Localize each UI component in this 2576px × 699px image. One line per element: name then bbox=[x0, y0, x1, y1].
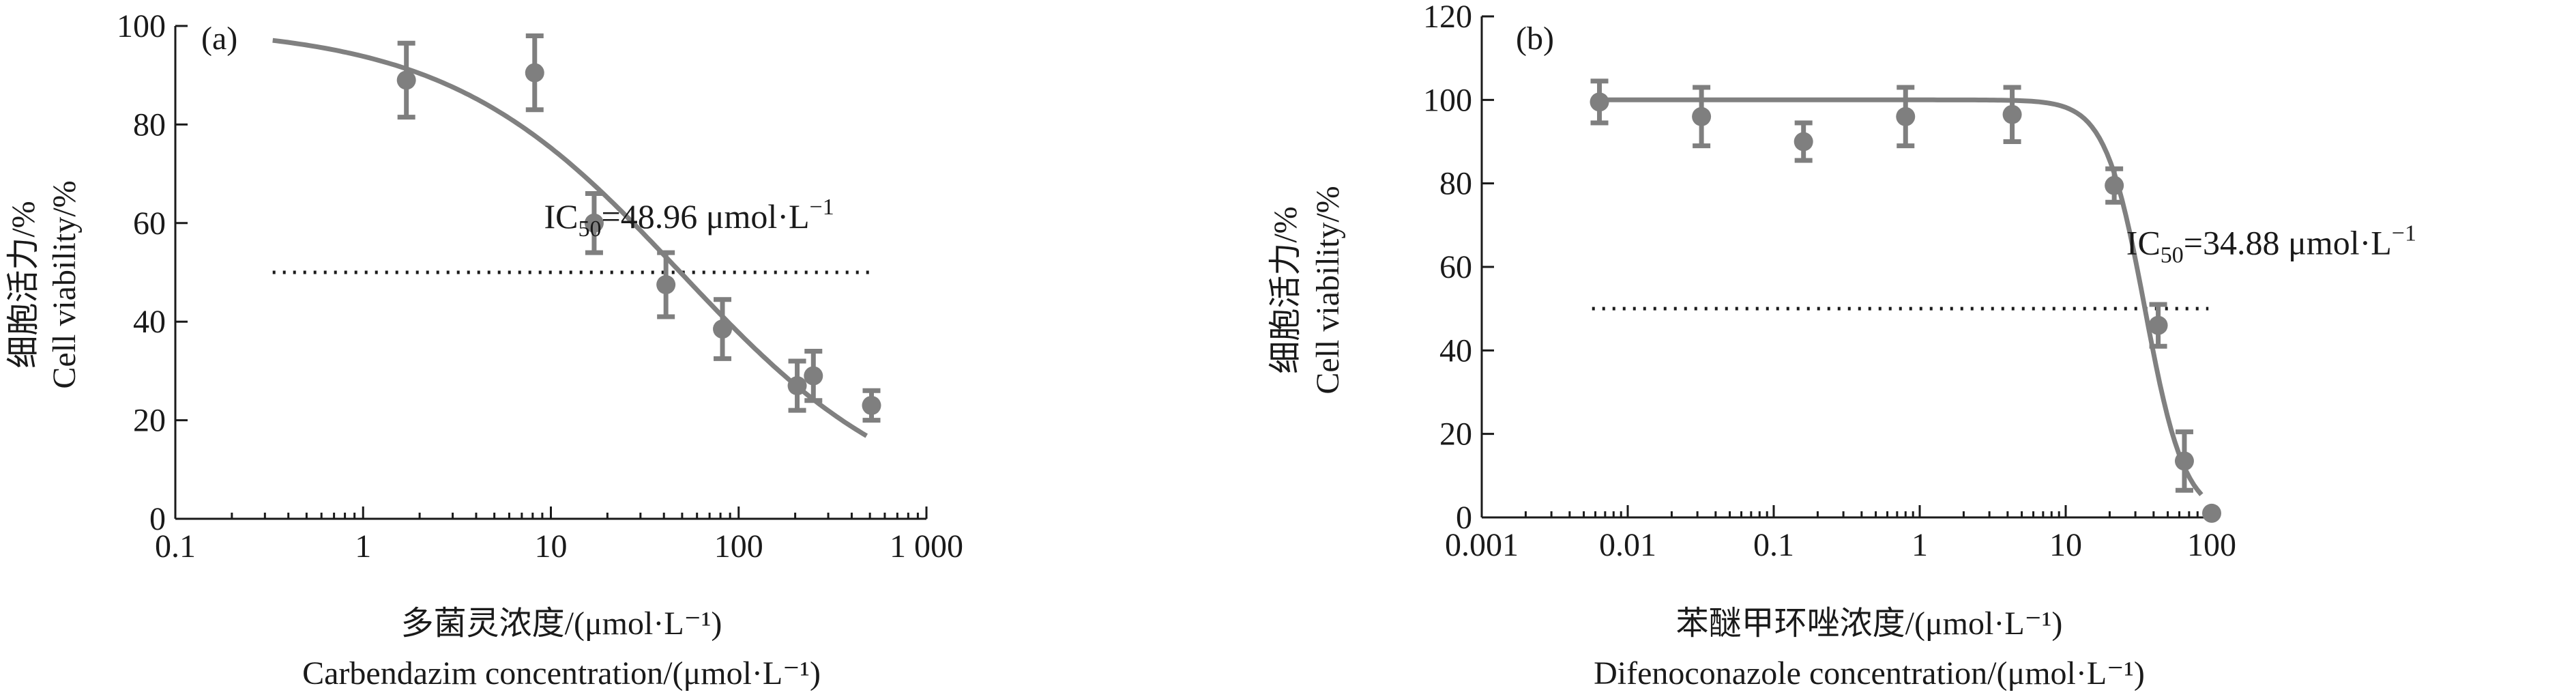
data-point bbox=[2105, 175, 2124, 195]
x-tick-label: 10 bbox=[2049, 527, 2082, 563]
y-tick-label: 80 bbox=[1439, 166, 1472, 202]
data-point bbox=[2148, 315, 2168, 335]
y-tick-label: 0 bbox=[1456, 500, 1472, 536]
panel-a-chart: (a) 细胞活力/% Cell viability/% 多菌灵浓度/(μmol·… bbox=[5, 8, 963, 691]
data-point bbox=[1896, 106, 1916, 126]
data-point bbox=[787, 376, 807, 396]
fitted-curve bbox=[1597, 97, 2204, 496]
x-tick-label: 1 bbox=[355, 528, 371, 565]
data-point bbox=[2174, 451, 2194, 471]
y-tick-label: 100 bbox=[1423, 82, 1472, 118]
panel-b-y-axis-label-cn: 细胞活力/% bbox=[1268, 206, 1304, 373]
data-point bbox=[2202, 503, 2221, 523]
x-tick-label: 1 000 bbox=[890, 528, 963, 565]
panel-a-y-axis-label-en: Cell viability/% bbox=[46, 180, 83, 388]
y-tick-label: 20 bbox=[1439, 416, 1472, 453]
y-tick-label: 40 bbox=[133, 304, 166, 340]
panel-a-x-axis-label-cn: 多菌灵浓度/(μmol·L⁻¹) bbox=[401, 605, 722, 642]
y-tick-label: 60 bbox=[133, 205, 166, 242]
data-point bbox=[656, 275, 676, 295]
x-tick-label: 10 bbox=[535, 528, 568, 565]
y-tick-label: 0 bbox=[149, 501, 166, 537]
fitted-curve bbox=[272, 38, 868, 438]
panel-a-y-axis-label-cn: 细胞活力/% bbox=[5, 201, 42, 368]
panel-b-y-axis-label-en: Cell viability/% bbox=[1310, 186, 1346, 394]
panel-a-x-axis-label-en: Carbendazim concentration/(μmol·L⁻¹) bbox=[302, 655, 821, 691]
x-tick-label: 100 bbox=[2187, 527, 2236, 563]
ic50-annotation: IC50=48.96 μmol·L−1 bbox=[544, 195, 834, 242]
x-tick-label: 0.001 bbox=[1445, 527, 1519, 563]
data-point bbox=[1692, 106, 1712, 126]
y-tick-label: 80 bbox=[133, 106, 166, 143]
y-tick-label: 60 bbox=[1439, 249, 1472, 285]
data-point bbox=[396, 70, 416, 90]
panel-b-x-axis-label-cn: 苯醚甲环唑浓度/(μmol·L⁻¹) bbox=[1676, 605, 2063, 642]
data-point bbox=[1590, 92, 1609, 112]
y-tick-label: 20 bbox=[133, 403, 166, 439]
data-point bbox=[584, 213, 604, 233]
panel-b-label: (b) bbox=[1516, 20, 1554, 57]
y-tick-label: 40 bbox=[1439, 332, 1472, 369]
y-tick-label: 100 bbox=[117, 8, 166, 44]
data-point bbox=[525, 63, 544, 83]
x-tick-label: 1 bbox=[1912, 527, 1928, 563]
data-point bbox=[862, 395, 881, 415]
x-tick-label: 0.1 bbox=[1753, 527, 1794, 563]
panel-b-x-axis-label-en: Difenoconazole concentration/(μmol·L⁻¹) bbox=[1594, 655, 2145, 691]
y-tick-label: 120 bbox=[1423, 0, 1472, 35]
x-tick-label: 0.01 bbox=[1599, 527, 1656, 563]
x-tick-label: 100 bbox=[714, 528, 763, 565]
panel-b-chart: (b) 细胞活力/% Cell viability/% 苯醚甲环唑浓度/(μmo… bbox=[1268, 0, 2416, 691]
data-point bbox=[713, 319, 733, 339]
data-point bbox=[2002, 104, 2022, 124]
data-point bbox=[1794, 132, 1813, 152]
ic50-annotation: IC50=34.88 μmol·L−1 bbox=[2126, 221, 2416, 268]
panel-a-label: (a) bbox=[201, 20, 237, 57]
x-tick-label: 0.1 bbox=[155, 528, 196, 565]
data-point bbox=[804, 366, 823, 386]
